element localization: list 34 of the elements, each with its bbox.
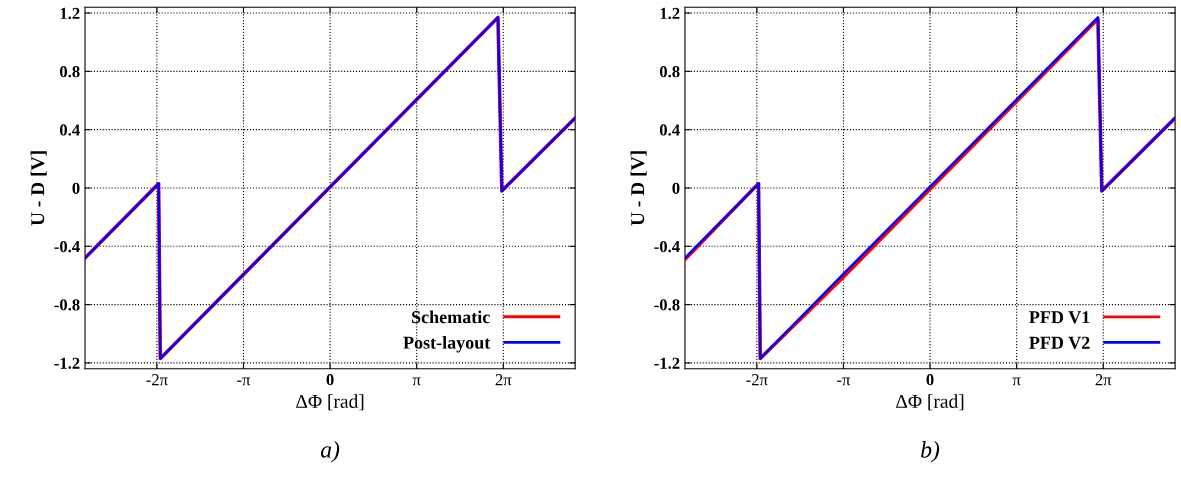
y-tick-label: 0 — [672, 182, 680, 194]
x-tick-label: -π — [237, 377, 251, 386]
legend-label: PFD V1 — [1029, 311, 1090, 324]
x-axis-title: ΔΦ [rad] — [296, 394, 364, 411]
y-tick-label: -1.2 — [654, 357, 680, 369]
y-tick-label: 0.8 — [659, 66, 680, 78]
y-tick-label: 0.8 — [59, 66, 80, 78]
x-tick-label: 2π — [1095, 374, 1112, 386]
y-tick-label: 1.2 — [60, 7, 80, 20]
x-tick-label: -π — [837, 377, 851, 386]
y-tick-label: 0.4 — [59, 124, 80, 136]
text: b) — [921, 441, 940, 463]
x-tick-label: -2π — [146, 374, 168, 386]
x-tick-label: 0 — [926, 374, 934, 386]
legend-label: Schematic — [412, 310, 490, 324]
legend-label: Post-layout — [403, 336, 491, 353]
text: a) — [320, 441, 340, 463]
x-tick-label: -2π — [746, 374, 768, 386]
y-tick-label: -0.4 — [54, 240, 80, 253]
y-axis-title: U - D [V] — [30, 151, 47, 226]
y-tick-label: -0.8 — [654, 299, 680, 311]
x-axis-title: ΔΦ [rad] — [896, 394, 964, 411]
x-tick-label: π — [412, 377, 421, 386]
y-tick-label: -0.8 — [54, 299, 80, 311]
x-tick-label: π — [1012, 377, 1021, 386]
y-tick-label: -1.2 — [54, 357, 80, 369]
y-tick-label: 1.2 — [660, 7, 680, 20]
y-tick-label: 0.4 — [659, 124, 680, 136]
legend-label: PFD V2 — [1029, 336, 1090, 349]
x-tick-label: 0 — [326, 374, 334, 386]
y-axis-title: U - D [V] — [630, 151, 647, 226]
x-tick-label: 2π — [495, 374, 512, 386]
y-tick-label: -0.4 — [654, 240, 680, 253]
y-tick-label: 0 — [72, 182, 80, 194]
